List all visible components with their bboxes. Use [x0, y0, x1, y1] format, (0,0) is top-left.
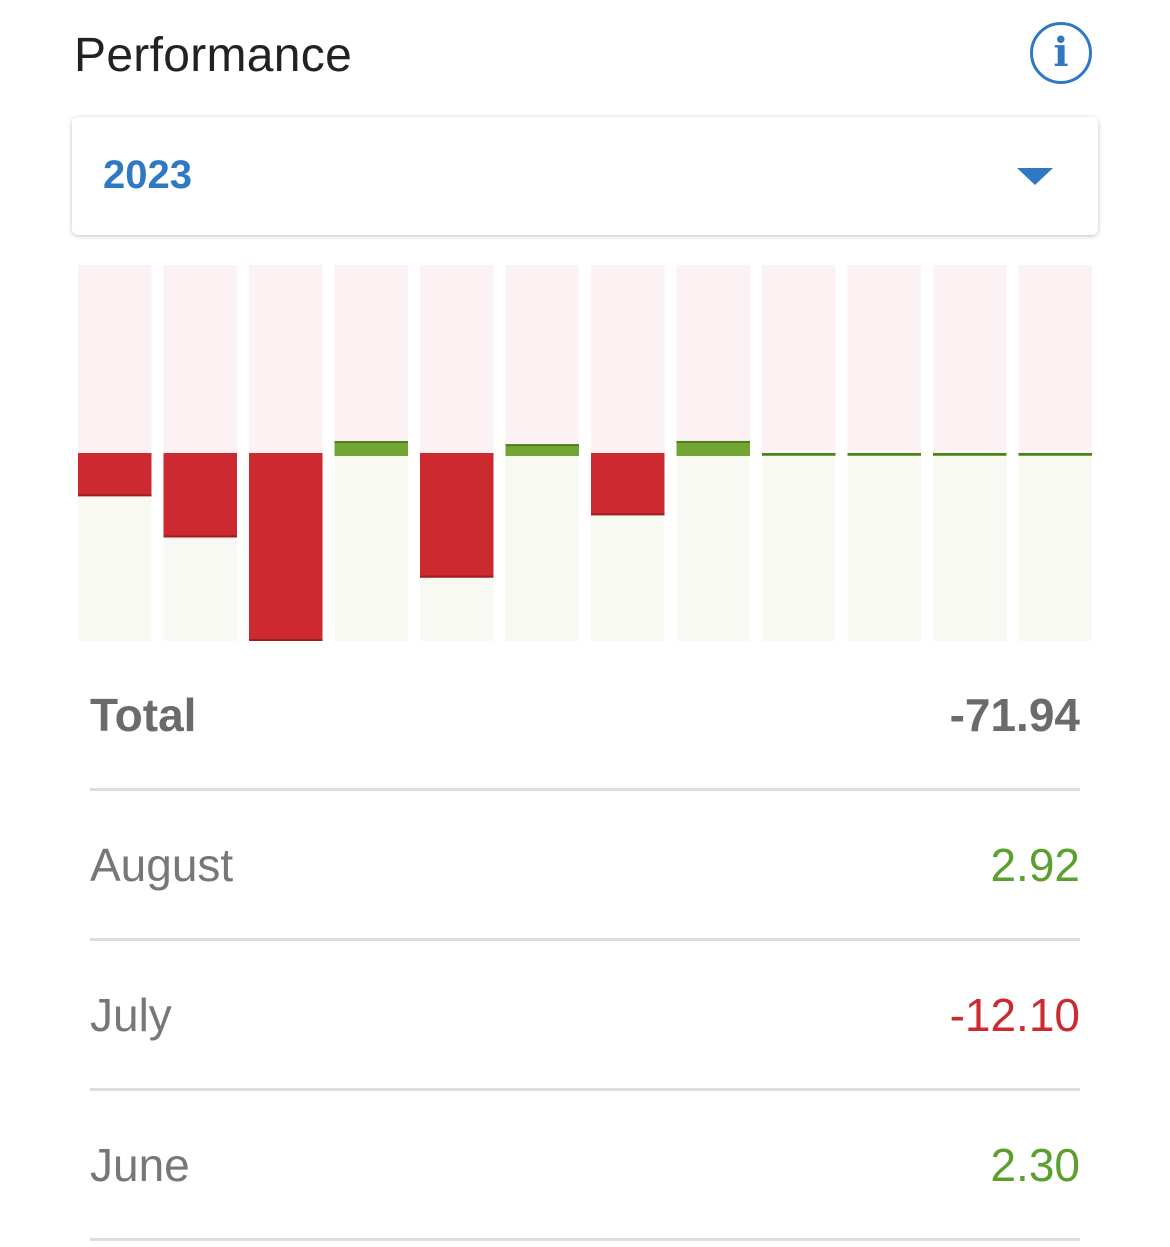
bar-edge — [1018, 453, 1092, 455]
bar-edge — [78, 494, 152, 497]
year-select-value: 2023 — [103, 153, 192, 197]
month-label: August — [90, 838, 234, 891]
bar-bg-upper — [762, 265, 836, 453]
month-value: 2.92 — [990, 838, 1080, 891]
total-label: Total — [90, 688, 197, 741]
bar-column — [591, 265, 665, 641]
bar — [249, 453, 323, 641]
year-select[interactable]: 2023 — [72, 117, 1098, 235]
caret-down-icon — [1017, 168, 1053, 185]
month-value: 2.30 — [990, 1138, 1080, 1191]
monthly-performance-chart — [78, 265, 1092, 641]
bar — [334, 441, 408, 456]
bar-column — [676, 265, 750, 641]
bar-bg-upper — [1018, 265, 1092, 453]
page-title: Performance — [74, 29, 353, 82]
bar-bg-upper — [933, 265, 1007, 453]
bar-bg-upper — [847, 265, 921, 453]
bar — [420, 453, 494, 578]
summary-row-june[interactable]: June 2.30 — [90, 1091, 1080, 1241]
month-value: -12.10 — [949, 988, 1080, 1041]
bar-bg-lower — [1018, 453, 1092, 641]
bar-bg-upper — [420, 265, 494, 453]
bar-edge — [591, 513, 665, 516]
bar-edge — [676, 440, 750, 443]
bar-column — [1018, 265, 1092, 641]
bar-bg-lower — [676, 453, 750, 641]
bar-edge — [505, 444, 579, 447]
bar-column — [163, 265, 237, 641]
bar-edge — [762, 453, 836, 455]
bar-column — [505, 265, 579, 641]
bar-bg-upper — [334, 265, 408, 453]
month-label: July — [90, 988, 172, 1041]
info-icon[interactable]: i — [1030, 22, 1092, 84]
bar-edge — [249, 639, 323, 641]
bar-bg-lower — [762, 453, 836, 641]
bar-edge — [933, 453, 1007, 455]
summary-row-august[interactable]: August 2.92 — [90, 791, 1080, 941]
bar-edge — [334, 441, 408, 444]
summary-row-july[interactable]: July -12.10 — [90, 941, 1080, 1091]
bar-bg-upper — [78, 265, 152, 453]
bar-column — [762, 265, 836, 641]
bar-bg-upper — [591, 265, 665, 453]
bar-column — [78, 265, 152, 641]
bar — [163, 453, 237, 538]
bar-bg-lower — [933, 453, 1007, 641]
bar-column — [933, 265, 1007, 641]
total-value: -71.94 — [949, 688, 1080, 741]
bar-bg-upper — [505, 265, 579, 453]
bar-bg-lower — [505, 453, 579, 641]
bar — [78, 453, 152, 497]
bar-edge — [163, 535, 237, 538]
bar-bg-upper — [163, 265, 237, 453]
bar-column — [249, 265, 323, 641]
bar-bg-upper — [676, 265, 750, 453]
bar — [591, 453, 665, 516]
bar-edge — [420, 575, 494, 578]
month-label: June — [90, 1138, 190, 1191]
bar-edge — [847, 453, 921, 455]
bar-bg-lower — [334, 453, 408, 641]
bar-column — [847, 265, 921, 641]
summary-row-total: Total -71.94 — [90, 641, 1080, 791]
bar-bg-lower — [847, 453, 921, 641]
bar-column — [334, 265, 408, 641]
bar — [505, 444, 579, 456]
bar — [676, 440, 750, 456]
bar-bg-upper — [249, 265, 323, 453]
bar-column — [420, 265, 494, 641]
